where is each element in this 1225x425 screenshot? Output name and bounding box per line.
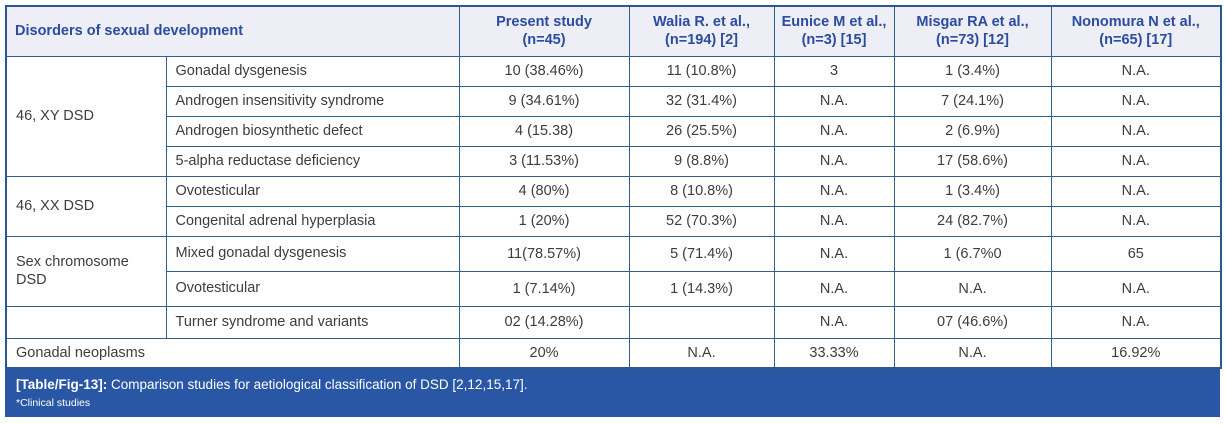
value-cell: N.A. bbox=[1050, 205, 1222, 237]
value-cell: 7 (24.1%) bbox=[893, 85, 1052, 117]
row-label: Turner syndrome and variants bbox=[165, 305, 460, 339]
value-cell: N.A. bbox=[1050, 270, 1222, 307]
value-cell: N.A. bbox=[1050, 175, 1222, 207]
value-cell: 1 (7.14%) bbox=[458, 270, 630, 307]
row-label: Congenital adrenal hyperplasia bbox=[165, 205, 460, 237]
column-header-present-study: Present study (n=45) bbox=[458, 5, 630, 57]
value-cell: 20% bbox=[458, 337, 630, 369]
value-cell: 1 (20%) bbox=[458, 205, 630, 237]
value-cell: 1 (3.4%) bbox=[893, 55, 1052, 87]
value-cell: N.A. bbox=[773, 270, 895, 307]
value-cell: 33.33% bbox=[773, 337, 895, 369]
value-cell: N.A. bbox=[1050, 305, 1222, 339]
table-caption-text: Comparison studies for aetiological clas… bbox=[107, 377, 528, 392]
table-caption-tag: [Table/Fig-13]: bbox=[16, 377, 108, 392]
value-cell: 26 (25.5%) bbox=[628, 115, 775, 147]
value-cell: 07 (46.6%) bbox=[893, 305, 1052, 339]
column-header-eunice: Eunice M et al., (n=3) [15] bbox=[773, 5, 895, 57]
value-cell: 17 (58.6%) bbox=[893, 145, 1052, 177]
value-cell: N.A. bbox=[773, 115, 895, 147]
value-cell: 8 (10.8%) bbox=[628, 175, 775, 207]
table-row: Sex chromosome DSD Mixed gonadal dysgene… bbox=[5, 235, 1222, 307]
value-cell: 4 (15.38) bbox=[458, 115, 630, 147]
group-cell-46xx-dsd: 46, XX DSD bbox=[5, 175, 167, 237]
row-label-gonadal-neoplasms: Gonadal neoplasms bbox=[5, 337, 460, 369]
value-cell: N.A. bbox=[628, 337, 775, 369]
value-cell: 02 (14.28%) bbox=[458, 305, 630, 339]
table-title-cell: Disorders of sexual development bbox=[5, 5, 460, 57]
value-cell: 4 (80%) bbox=[458, 175, 630, 207]
column-header-nonomura: Nonomura N et al., (n=65) [17] bbox=[1050, 5, 1222, 57]
group-cell-empty bbox=[5, 305, 167, 339]
value-cell: N.A. bbox=[893, 270, 1052, 307]
value-cell: N.A. bbox=[1050, 115, 1222, 147]
value-cell: N.A. bbox=[1050, 55, 1222, 87]
value-cell: N.A. bbox=[773, 145, 895, 177]
row-label: Gonadal dysgenesis bbox=[165, 55, 460, 87]
table-row: Androgen biosynthetic defect 4 (15.38) 2… bbox=[6, 115, 1222, 147]
value-cell: 1 (14.3%) bbox=[628, 270, 775, 307]
value-cell: N.A. bbox=[773, 175, 895, 207]
value-cell: 9 (8.8%) bbox=[628, 145, 775, 177]
value-cell: 16.92% bbox=[1050, 337, 1222, 369]
value-cell: 24 (82.7%) bbox=[893, 205, 1052, 237]
table-row: Turner syndrome and variants 02 (14.28%)… bbox=[5, 305, 1222, 339]
value-cell: 10 (38.46%) bbox=[458, 55, 630, 87]
value-cell: N.A. bbox=[1050, 145, 1222, 177]
table-row: Ovotesticular 1 (7.14%) 1 (14.3%) N.A. N… bbox=[6, 270, 1222, 307]
value-cell: N.A. bbox=[773, 305, 895, 339]
value-cell: 1 (3.4%) bbox=[893, 175, 1052, 207]
table-row: 46, XX DSD Ovotesticular 4 (80%) 8 (10.8… bbox=[5, 175, 1222, 237]
table-row: 5-alpha reductase deficiency 3 (11.53%) … bbox=[6, 145, 1222, 177]
column-header-walia: Walia R. et al., (n=194) [2] bbox=[628, 5, 775, 57]
group-cell-46xy-dsd: 46, XY DSD bbox=[5, 55, 167, 177]
table-caption-bar: [Table/Fig-13]: Comparison studies for a… bbox=[5, 369, 1220, 417]
value-cell: N.A. bbox=[773, 85, 895, 117]
row-label: 5-alpha reductase deficiency bbox=[165, 145, 460, 177]
row-label: Ovotesticular bbox=[165, 175, 460, 207]
value-cell: 1 (6.7%0 bbox=[893, 235, 1052, 272]
value-cell: 3 (11.53%) bbox=[458, 145, 630, 177]
value-cell: 5 (71.4%) bbox=[628, 235, 775, 272]
table-row: 46, XY DSD Gonadal dysgenesis 10 (38.46%… bbox=[5, 55, 1222, 177]
value-cell: 32 (31.4%) bbox=[628, 85, 775, 117]
dsd-comparison-table: Disorders of sexual development Present … bbox=[5, 5, 1223, 369]
row-label: Androgen biosynthetic defect bbox=[165, 115, 460, 147]
table-row: Gonadal neoplasms 20% N.A. 33.33% N.A. 1… bbox=[5, 337, 1222, 369]
value-cell: 65 bbox=[1050, 235, 1222, 272]
value-cell: 3 bbox=[773, 55, 895, 87]
value-cell: N.A. bbox=[1050, 85, 1222, 117]
table-row: Androgen insensitivity syndrome 9 (34.61… bbox=[6, 85, 1222, 117]
column-header-misgar: Misgar RA et al., (n=73) [12] bbox=[893, 5, 1052, 57]
row-label: Mixed gonadal dysgenesis bbox=[165, 235, 460, 272]
value-cell: 9 (34.61%) bbox=[458, 85, 630, 117]
value-cell bbox=[628, 305, 775, 339]
table-row: Congenital adrenal hyperplasia 1 (20%) 5… bbox=[6, 205, 1222, 237]
value-cell: N.A. bbox=[773, 235, 895, 272]
value-cell: 11(78.57%) bbox=[458, 235, 630, 272]
row-label: Ovotesticular bbox=[165, 270, 460, 307]
value-cell: 52 (70.3%) bbox=[628, 205, 775, 237]
value-cell: 2 (6.9%) bbox=[893, 115, 1052, 147]
value-cell: N.A. bbox=[893, 337, 1052, 369]
table-header-row: Disorders of sexual development Present … bbox=[5, 5, 1222, 57]
value-cell: 11 (10.8%) bbox=[628, 55, 775, 87]
value-cell: N.A. bbox=[773, 205, 895, 237]
group-cell-sex-chromosome-dsd: Sex chromosome DSD bbox=[5, 235, 167, 307]
row-label: Androgen insensitivity syndrome bbox=[165, 85, 460, 117]
table-caption-note: *Clinical studies bbox=[16, 396, 91, 409]
table-caption: [Table/Fig-13]: Comparison studies for a… bbox=[16, 376, 1209, 394]
